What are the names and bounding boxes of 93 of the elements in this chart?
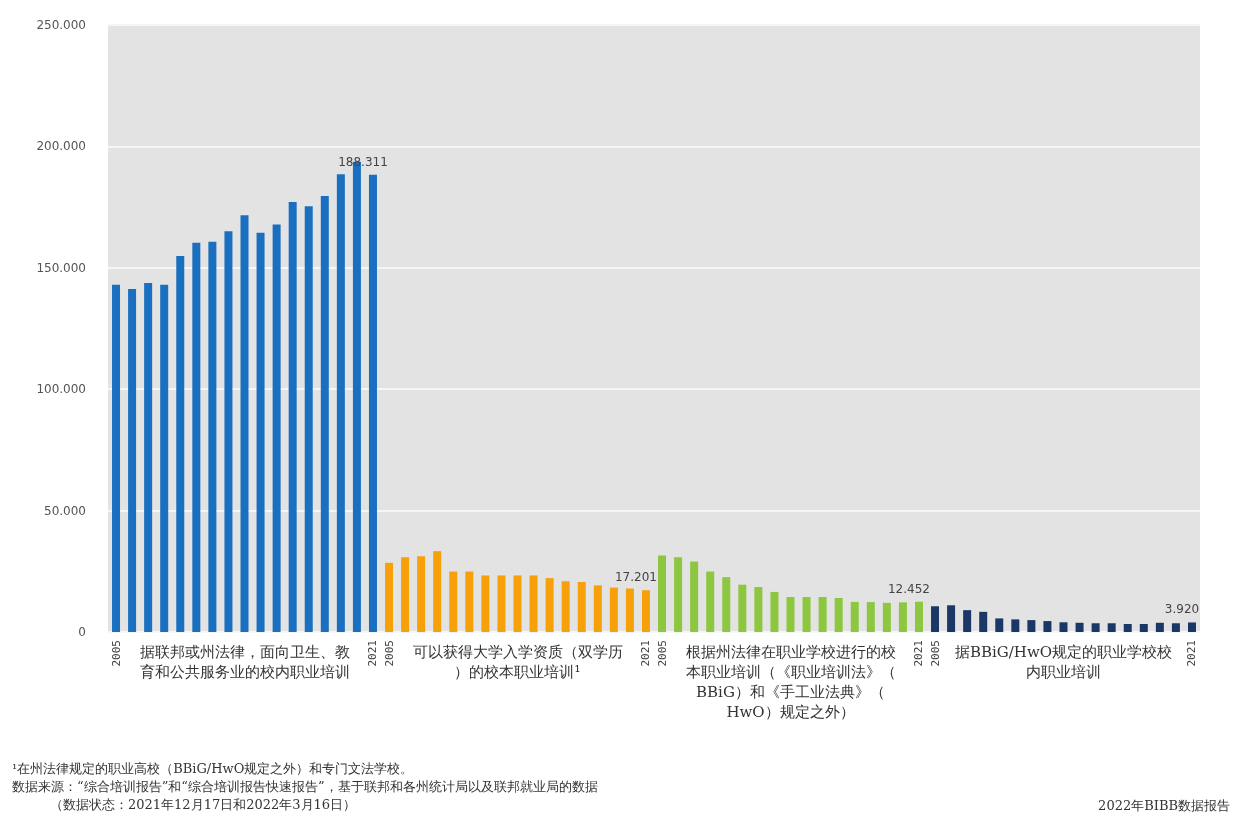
- y-tick-label: 100.000: [36, 382, 86, 397]
- bar: [208, 241, 217, 632]
- bar: [288, 202, 297, 632]
- bar: [272, 224, 281, 632]
- bar: [1139, 623, 1148, 632]
- bar: [738, 584, 747, 632]
- bar: [529, 575, 538, 632]
- bar: [1091, 623, 1100, 632]
- bar: [304, 206, 313, 632]
- bar: [914, 601, 923, 632]
- bar: [240, 215, 249, 632]
- data-label: 17.201: [614, 570, 657, 585]
- bar: [690, 561, 699, 632]
- bar: [160, 284, 169, 632]
- bar: [931, 606, 940, 632]
- bar: [1027, 620, 1036, 632]
- bar: [465, 571, 474, 632]
- text: ¹在州法律规定的职业高校（BBiG/HwO规定之外）和专门文法学校。: [12, 761, 414, 776]
- text: 2022年BIBB数据报告: [1098, 798, 1231, 813]
- bar: [433, 551, 442, 632]
- series-label: 据联邦或州法律，面向卫生、教育和公共服务业的校内职业培训: [139, 643, 350, 681]
- bar: [112, 284, 121, 632]
- bar: [417, 556, 426, 632]
- bar: [176, 255, 185, 632]
- x-tick-label: 2021: [366, 640, 380, 667]
- y-tick-label: 200.000: [36, 139, 86, 154]
- bar: [128, 288, 137, 632]
- bar: [754, 587, 763, 632]
- bar: [963, 610, 972, 632]
- x-tick-label: 2021: [639, 640, 653, 667]
- bar: [1155, 622, 1164, 632]
- bar: [593, 585, 602, 632]
- bar: [192, 242, 201, 632]
- bar: [513, 575, 522, 632]
- y-tick-label: 50.000: [44, 503, 86, 518]
- bar: [882, 602, 891, 632]
- bar: [1107, 623, 1116, 632]
- bar: [722, 577, 731, 632]
- bar: [866, 602, 875, 632]
- bar: [674, 557, 683, 632]
- x-tick-label: 2021: [1185, 640, 1199, 667]
- bar: [641, 590, 650, 632]
- bar: [1187, 622, 1196, 632]
- data-label: 3.920: [1164, 602, 1200, 617]
- bar: [947, 605, 956, 632]
- bar: [1011, 619, 1020, 632]
- series-label: 据BBiG/HwO规定的职业学校校内职业培训: [954, 643, 1173, 681]
- bar: [577, 581, 586, 632]
- y-tick-label: 0: [78, 625, 86, 639]
- source-note: 数据来源：“综合培训报告”和“综合培训报告快速报告”，基于联邦和各州统计局以及联邦就业局的数据: [12, 779, 598, 794]
- x-tick-label: 2005: [382, 640, 396, 667]
- bar: [1171, 623, 1180, 632]
- data-label: 12.452: [887, 581, 930, 596]
- bar: [497, 575, 506, 632]
- x-tick-label: 2005: [928, 640, 942, 667]
- bar: [979, 611, 988, 632]
- bar: [850, 601, 859, 632]
- series-label: 根据州法律在职业学校进行的校本职业培训（《职业培训法》（BBiG）和《手工业法典》（HwO）规定之外）: [685, 643, 896, 721]
- bar: [449, 571, 458, 632]
- x-tick-label: 2021: [912, 640, 926, 667]
- bar: [320, 195, 329, 632]
- x-tick-label: 2005: [655, 640, 669, 667]
- bar: [818, 597, 827, 632]
- bar: [144, 283, 153, 632]
- bar: [545, 578, 554, 632]
- bar: [1059, 622, 1068, 632]
- bar: [786, 597, 795, 632]
- bar: [609, 587, 618, 632]
- data-label: 188.311: [338, 154, 388, 169]
- bar: [561, 581, 570, 632]
- bar: [802, 597, 811, 632]
- bar: [1123, 623, 1132, 632]
- bar: [256, 232, 265, 632]
- bar: [1075, 622, 1084, 632]
- bar: [224, 231, 233, 632]
- bar: [336, 174, 345, 632]
- text: （数据状态：2021年12月17日和2022年3月16日）: [50, 797, 357, 812]
- bar: [1043, 621, 1052, 632]
- bar: [658, 555, 667, 632]
- bar: [368, 174, 377, 632]
- x-tick-label: 2005: [109, 640, 123, 667]
- bar: [625, 588, 634, 632]
- series-label: 可以获得大学入学资质（双学历）的校本职业培训¹: [412, 643, 623, 681]
- bar: [401, 557, 410, 632]
- bar: [481, 575, 490, 632]
- bar: [770, 591, 779, 632]
- y-tick-label: 150.000: [36, 260, 86, 275]
- bar: [898, 602, 907, 632]
- bar: [706, 571, 715, 632]
- bar: [834, 598, 843, 632]
- y-tick-label: 250.000: [36, 18, 86, 32]
- bar: [385, 562, 394, 632]
- bar: [995, 618, 1004, 632]
